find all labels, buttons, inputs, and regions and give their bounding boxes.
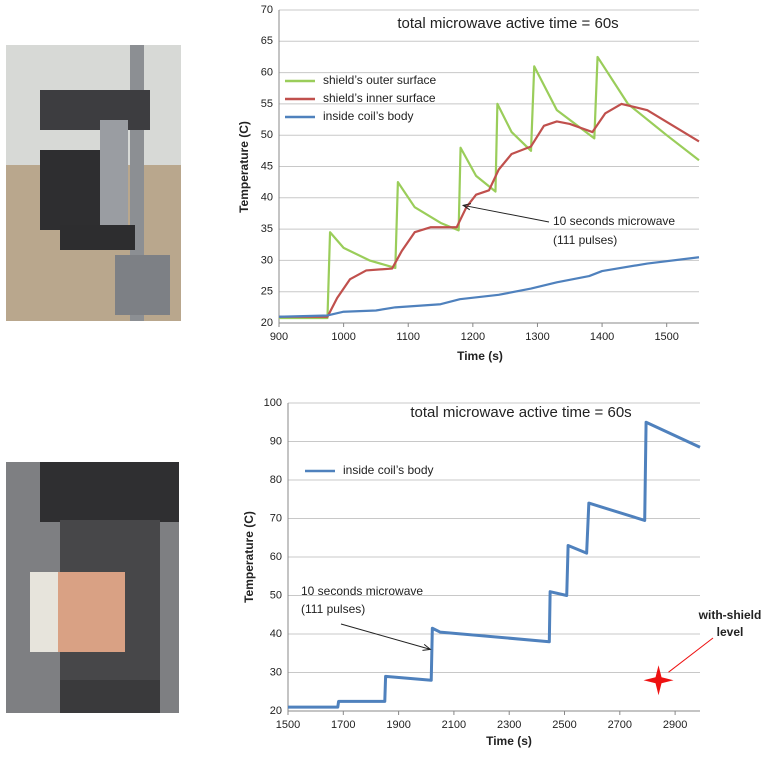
x-axis-label: Time (s) — [486, 734, 532, 748]
y-tick-label: 90 — [270, 435, 282, 447]
x-tick-label: 1400 — [590, 331, 614, 343]
marker-label: with-shield — [698, 608, 762, 622]
x-tick-label: 2900 — [663, 719, 687, 731]
y-tick-label: 60 — [270, 551, 282, 563]
y-tick-label: 40 — [270, 628, 282, 640]
x-tick-label: 1500 — [654, 331, 678, 343]
y-axis-label: Temperature (C) — [237, 121, 251, 213]
chart-title: total microwave active time = 60s — [397, 15, 618, 32]
photo-bottom — [6, 462, 179, 713]
x-tick-label: 1200 — [461, 331, 485, 343]
legend-label: shield’s outer surface — [323, 73, 437, 87]
legend-label: shield’s inner surface — [323, 91, 436, 105]
x-tick-label: 1100 — [396, 331, 420, 343]
legend-label: inside coil’s body — [323, 109, 414, 123]
x-tick-label: 1900 — [386, 719, 410, 731]
chart-title: total microwave active time = 60s — [410, 404, 631, 421]
marker-label: level — [717, 625, 744, 639]
y-tick-label: 50 — [261, 129, 273, 141]
y-tick-label: 35 — [261, 223, 273, 235]
series-line — [279, 257, 699, 316]
x-tick-label: 900 — [270, 331, 288, 343]
y-tick-label: 45 — [261, 160, 273, 172]
y-tick-label: 60 — [261, 67, 273, 79]
y-tick-label: 50 — [270, 589, 282, 601]
annotation-text: (111 pulses) — [301, 602, 365, 616]
annotation-arrow — [463, 204, 549, 222]
y-tick-label: 55 — [261, 98, 273, 110]
y-tick-label: 70 — [270, 512, 282, 524]
annotation-arrow — [341, 624, 430, 650]
y-tick-label: 65 — [261, 35, 273, 47]
x-tick-label: 2300 — [497, 719, 521, 731]
legend-label: inside coil’s body — [343, 463, 434, 477]
annotation-text: 10 seconds microwave — [553, 214, 675, 228]
x-tick-label: 1300 — [525, 331, 549, 343]
y-tick-label: 70 — [261, 4, 273, 16]
y-tick-label: 30 — [270, 666, 282, 678]
annotation-text: (111 pulses) — [553, 233, 617, 247]
y-tick-label: 30 — [261, 254, 273, 266]
y-tick-label: 20 — [261, 317, 273, 329]
x-tick-label: 2100 — [442, 719, 466, 731]
figure: 20 25 30 35 40 45 50 55 60 65 70 900 1000 1100 1200 130… — [0, 0, 771, 753]
photo-top — [6, 45, 181, 321]
y-tick-label: 20 — [270, 705, 282, 717]
x-tick-label: 2500 — [552, 719, 576, 731]
x-tick-label: 1000 — [331, 331, 355, 343]
y-tick-label: 25 — [261, 286, 273, 298]
y-axis-label: Temperature (C) — [242, 511, 256, 603]
x-tick-label: 2700 — [608, 719, 632, 731]
marker-arrow — [669, 638, 713, 672]
x-tick-label: 1700 — [331, 719, 355, 731]
y-tick-label: 40 — [261, 192, 273, 204]
annotation-text: 10 seconds microwave — [301, 584, 423, 598]
x-tick-label: 1500 — [276, 719, 300, 731]
x-axis-label: Time (s) — [457, 349, 503, 363]
y-tick-label: 100 — [264, 397, 282, 409]
y-tick-label: 80 — [270, 474, 282, 486]
marker-star — [644, 665, 674, 695]
